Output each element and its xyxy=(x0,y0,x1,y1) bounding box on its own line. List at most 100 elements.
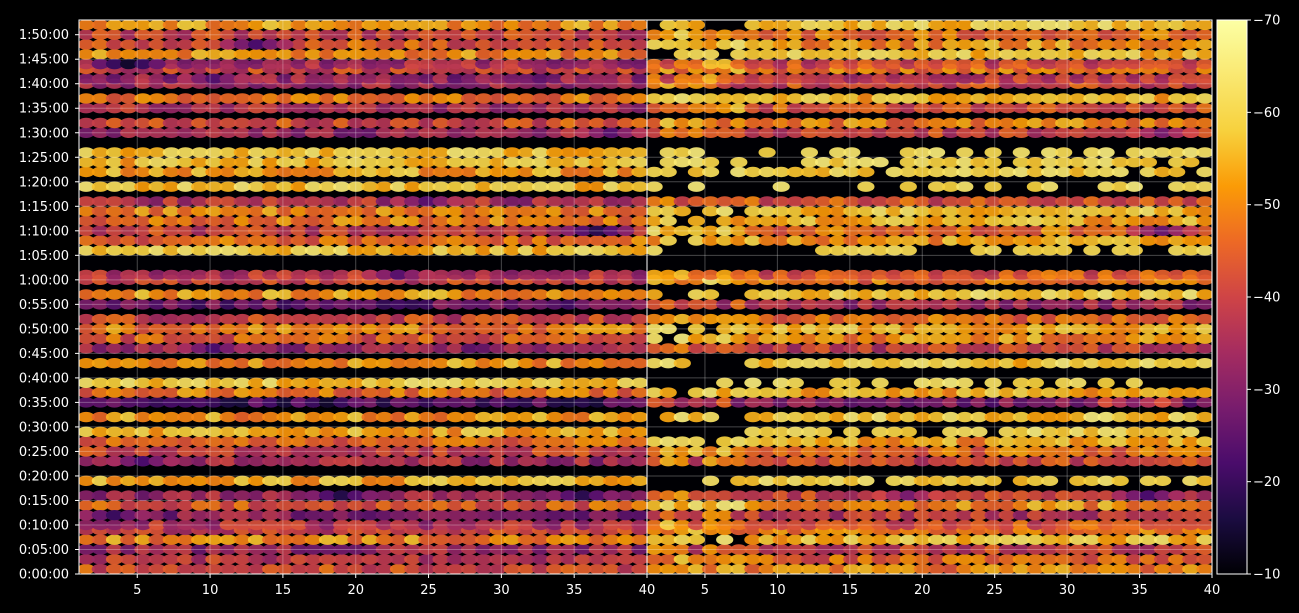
heat-cell xyxy=(460,157,479,168)
heat-cell xyxy=(503,377,521,388)
hotspot-cell xyxy=(404,196,422,207)
heat-cell xyxy=(531,269,550,281)
heat-cell xyxy=(659,93,677,104)
heat-cell xyxy=(772,519,790,531)
heat-cell xyxy=(134,534,152,545)
heat-cell xyxy=(79,29,95,40)
heat-cell xyxy=(815,500,833,511)
colorbar-gradient xyxy=(1216,19,1248,575)
heat-cell xyxy=(546,519,564,531)
heat-cell xyxy=(659,225,677,236)
heat-cell xyxy=(871,358,889,369)
heat-cell xyxy=(389,475,408,486)
heat-cell xyxy=(233,534,251,545)
heat-cell xyxy=(1012,333,1030,344)
heat-cell xyxy=(517,534,535,545)
heat-cell xyxy=(815,58,833,70)
heat-cell xyxy=(829,343,847,354)
heat-cell xyxy=(687,29,706,40)
heat-cell xyxy=(176,127,195,138)
heat-cell xyxy=(758,544,776,555)
heat-cell xyxy=(134,397,152,408)
heat-cell xyxy=(574,245,592,256)
heat-cell xyxy=(956,269,974,281)
heat-cell xyxy=(120,563,138,574)
heat-cell xyxy=(574,73,592,85)
heat-cell xyxy=(659,510,677,521)
hotspot-cell xyxy=(574,127,592,138)
heat-cell xyxy=(276,206,294,217)
heat-cell xyxy=(404,377,422,388)
heat-cell xyxy=(79,215,95,227)
heat-cell xyxy=(105,313,124,325)
heat-cell xyxy=(418,299,436,310)
heat-cell xyxy=(290,93,308,104)
heat-cell xyxy=(531,563,550,574)
heat-cell xyxy=(517,510,535,521)
heat-cell xyxy=(1168,166,1186,178)
heat-cell xyxy=(1097,147,1115,158)
heat-cell xyxy=(631,299,647,310)
heat-cell xyxy=(857,397,875,408)
heat-cell xyxy=(744,446,762,457)
heat-cell xyxy=(956,93,974,104)
heat-cell xyxy=(475,500,493,511)
heat-cell xyxy=(871,269,889,281)
heat-cell xyxy=(800,387,819,398)
heat-cell xyxy=(956,358,974,369)
heat-cell xyxy=(647,500,663,511)
heat-cell xyxy=(956,299,974,310)
heat-cell xyxy=(148,20,166,31)
heat-cell xyxy=(928,519,946,531)
heat-cell xyxy=(829,436,847,447)
heat-cell xyxy=(1012,73,1030,85)
heat-cell xyxy=(588,58,606,70)
heat-cell xyxy=(304,20,322,31)
heat-cell xyxy=(871,58,889,70)
heat-cell xyxy=(531,245,550,256)
heat-cell xyxy=(546,29,564,40)
heat-cell xyxy=(1154,147,1172,158)
heat-cell xyxy=(404,534,422,545)
heat-cell xyxy=(105,397,124,408)
heat-cell xyxy=(560,377,578,388)
heat-cell xyxy=(998,225,1016,236)
heat-cell xyxy=(617,157,635,168)
hotspot-cell xyxy=(446,196,464,207)
heat-cell xyxy=(702,333,720,344)
heat-cell xyxy=(205,225,223,236)
hotspot-cell xyxy=(389,196,408,207)
heat-cell xyxy=(913,166,932,178)
hotspot-cell xyxy=(191,73,209,85)
heat-cell xyxy=(290,157,308,168)
heat-cell xyxy=(800,436,819,447)
heat-cell xyxy=(318,519,337,531)
heat-cell xyxy=(928,544,946,555)
y-tick-label: 0:40:00 xyxy=(19,371,69,386)
heat-cell xyxy=(956,289,974,300)
heat-cell xyxy=(233,446,251,457)
heat-cell xyxy=(631,73,647,84)
hotspot-cell xyxy=(560,490,578,501)
heat-cell xyxy=(1026,411,1044,423)
heat-cell xyxy=(1154,196,1172,207)
heat-cell xyxy=(815,426,833,437)
heat-cell xyxy=(1083,245,1101,256)
heat-cell xyxy=(1083,436,1101,447)
heat-cell xyxy=(1182,411,1200,423)
heat-cell xyxy=(460,289,479,300)
heat-cell xyxy=(871,323,889,335)
heat-cell xyxy=(1154,269,1172,281)
heat-cell xyxy=(191,490,209,501)
heat-cell xyxy=(503,49,521,60)
heat-cell xyxy=(772,117,790,129)
heat-cell xyxy=(617,39,635,50)
x-tick-label: 5 xyxy=(701,583,709,598)
heat-cell xyxy=(120,166,138,178)
heat-cell xyxy=(602,147,621,158)
heat-cell xyxy=(800,73,819,85)
heat-cell xyxy=(1139,313,1157,325)
heat-cell xyxy=(262,411,280,423)
heat-cell xyxy=(304,436,322,447)
heat-cell xyxy=(1154,475,1172,486)
